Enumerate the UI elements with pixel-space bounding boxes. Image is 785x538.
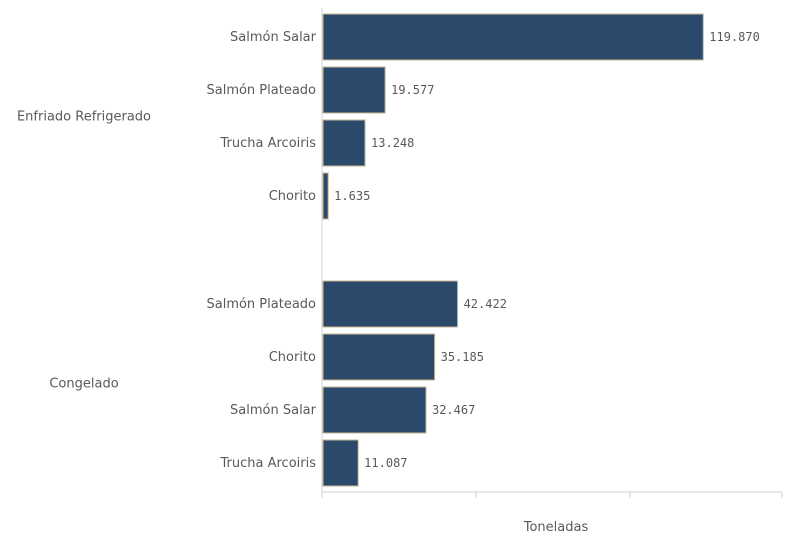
category-label: Trucha Arcoiris — [220, 136, 317, 151]
group-label: Enfriado Refrigerado — [17, 110, 151, 125]
bar[interactable] — [322, 333, 436, 381]
x-axis: Toneladas — [321, 8, 783, 535]
category-label: Salmón Salar — [230, 403, 317, 418]
bar[interactable] — [322, 439, 359, 487]
data-label: 11.087 — [364, 456, 407, 470]
bar[interactable] — [322, 172, 329, 220]
bars-layer — [322, 13, 704, 487]
bar[interactable] — [322, 66, 386, 114]
data-label: 42.422 — [464, 297, 507, 311]
data-label: 19.577 — [391, 83, 434, 97]
labels-layer: Salmón Salar 119.870 Salmón Plateado 19.577… — [17, 30, 760, 471]
data-label: 32.467 — [432, 403, 475, 417]
data-label: 119.870 — [709, 30, 760, 44]
bar[interactable] — [322, 119, 366, 167]
data-label: 1.635 — [334, 189, 370, 203]
bar[interactable] — [322, 386, 427, 434]
category-label: Salmón Salar — [230, 30, 317, 45]
data-label: 13.248 — [371, 136, 414, 150]
category-label: Chorito — [269, 350, 316, 365]
category-label: Salmón Plateado — [206, 297, 316, 312]
group-label: Congelado — [49, 377, 118, 392]
category-label: Trucha Arcoiris — [220, 456, 317, 471]
data-label: 35.185 — [441, 350, 484, 364]
category-label: Chorito — [269, 189, 316, 204]
category-label: Salmón Plateado — [206, 83, 316, 98]
x-axis-title: Toneladas — [523, 520, 589, 535]
bar[interactable] — [322, 13, 704, 61]
bar[interactable] — [322, 280, 459, 328]
